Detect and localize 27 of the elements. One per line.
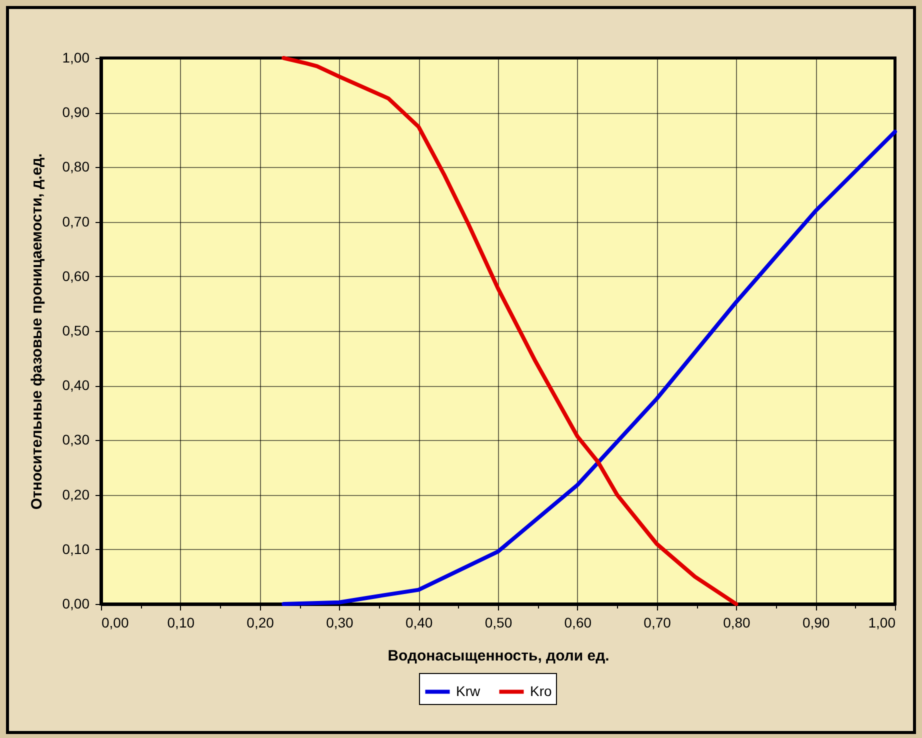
x-tick-label: 0,30 <box>326 614 354 630</box>
y-tick-label: 0,90 <box>62 104 90 120</box>
line-series <box>282 130 897 606</box>
x-tick-label: 0,00 <box>102 614 129 630</box>
legend-label: Kro <box>530 682 552 699</box>
y-tick-label: 0,70 <box>62 213 90 230</box>
y-tick-label: 0,00 <box>62 596 90 612</box>
x-tick-label: 0,80 <box>723 614 751 630</box>
legend-label: Krw <box>456 682 481 699</box>
x-tick-label: 0,10 <box>167 614 195 630</box>
y-tick-label: 0,10 <box>62 540 90 557</box>
x-tick-label: 0,70 <box>644 614 672 630</box>
x-tick-label: 0,90 <box>802 614 830 630</box>
x-tick-label: 0,20 <box>246 614 274 630</box>
y-tick-label: 0,30 <box>62 432 90 448</box>
x-tick-label: 1,00 <box>868 614 896 630</box>
x-tick-label: 0,60 <box>564 614 592 630</box>
y-tick-label: 0,60 <box>62 268 90 284</box>
x-axis-title: Водонасыщенность, доли ед. <box>388 648 610 664</box>
y-tick-label: 0,80 <box>62 158 90 175</box>
y-tick-label: 0,20 <box>62 486 90 502</box>
y-tick-label: 0,40 <box>62 377 90 394</box>
x-tick-label: 0,40 <box>405 614 433 630</box>
y-tick-label: 1,00 <box>62 50 90 66</box>
y-axis-title: Относительные фазовые проницаемости, д.ед. <box>28 153 46 510</box>
y-tick-label: 0,50 <box>62 322 90 338</box>
x-tick-label: 0,50 <box>484 614 512 630</box>
